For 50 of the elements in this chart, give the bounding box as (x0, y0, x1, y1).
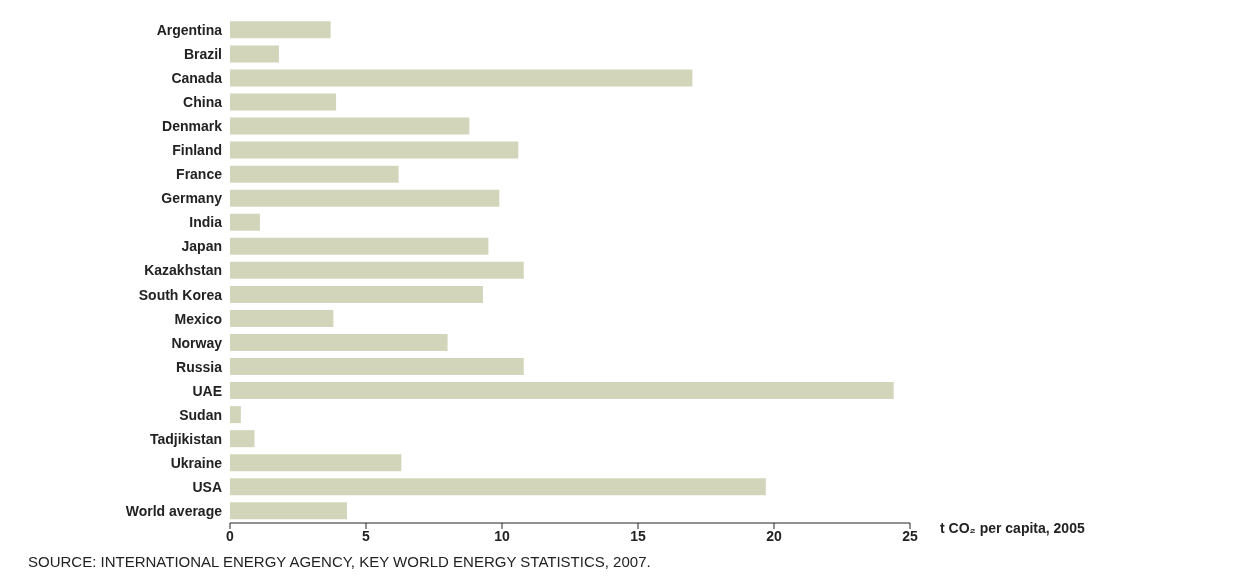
bar (230, 213, 260, 231)
bar (230, 502, 347, 520)
bar (230, 21, 331, 39)
bar (230, 237, 489, 255)
y-tick-label: Japan (181, 238, 222, 255)
bar (230, 406, 241, 424)
bar (230, 382, 894, 400)
y-tick-label: Sudan (179, 406, 222, 423)
x-axis-title: t CO₂ per capita, 2005 (940, 519, 1085, 536)
y-tick-label: Germany (161, 190, 223, 207)
x-tick-label: 25 (902, 527, 918, 544)
bar (230, 189, 500, 207)
x-tick-label: 20 (766, 527, 782, 544)
y-tick-label: Ukraine (170, 454, 223, 471)
x-tick-label: 5 (362, 527, 371, 544)
bar (230, 45, 279, 63)
bar (230, 69, 693, 87)
x-tick-label: 15 (630, 527, 646, 544)
bar (230, 333, 448, 351)
y-tick-label: USA (192, 478, 222, 495)
source-note: SOURCE: INTERNATIONAL ENERGY AGENCY, KEY WORLD ENERGY STATISTICS, 2007. (28, 553, 652, 570)
y-tick-label: Denmark (162, 118, 223, 135)
y-tick-label: India (189, 214, 223, 231)
bar (230, 309, 334, 327)
y-tick-label: Brazil (183, 46, 222, 63)
y-tick-label: Kazakhstan (144, 262, 222, 279)
bar (230, 285, 483, 303)
y-tick-label: China (183, 94, 223, 111)
x-tick-label: 0 (226, 527, 235, 544)
y-tick-label: Mexico (174, 310, 222, 327)
bar (230, 478, 766, 496)
y-tick-label: Argentina (156, 21, 223, 38)
bar (230, 261, 524, 279)
y-tick-label: South Korea (138, 286, 223, 303)
bar (230, 93, 337, 111)
bar (230, 165, 399, 183)
y-tick-label: Norway (171, 334, 223, 351)
bar (230, 141, 519, 159)
bar (230, 358, 524, 376)
y-tick-label: Finland (172, 142, 222, 159)
y-tick-label: UAE (192, 382, 222, 399)
y-tick-label: Tadjikistan (149, 430, 222, 447)
y-tick-label: Canada (171, 70, 223, 87)
y-tick-label: Russia (176, 358, 223, 375)
y-tick-label: France (176, 166, 223, 183)
y-tick-label: World average (125, 502, 223, 519)
bar (230, 454, 402, 472)
bar (230, 117, 470, 135)
bar (230, 430, 255, 448)
x-tick-label: 10 (494, 527, 510, 544)
